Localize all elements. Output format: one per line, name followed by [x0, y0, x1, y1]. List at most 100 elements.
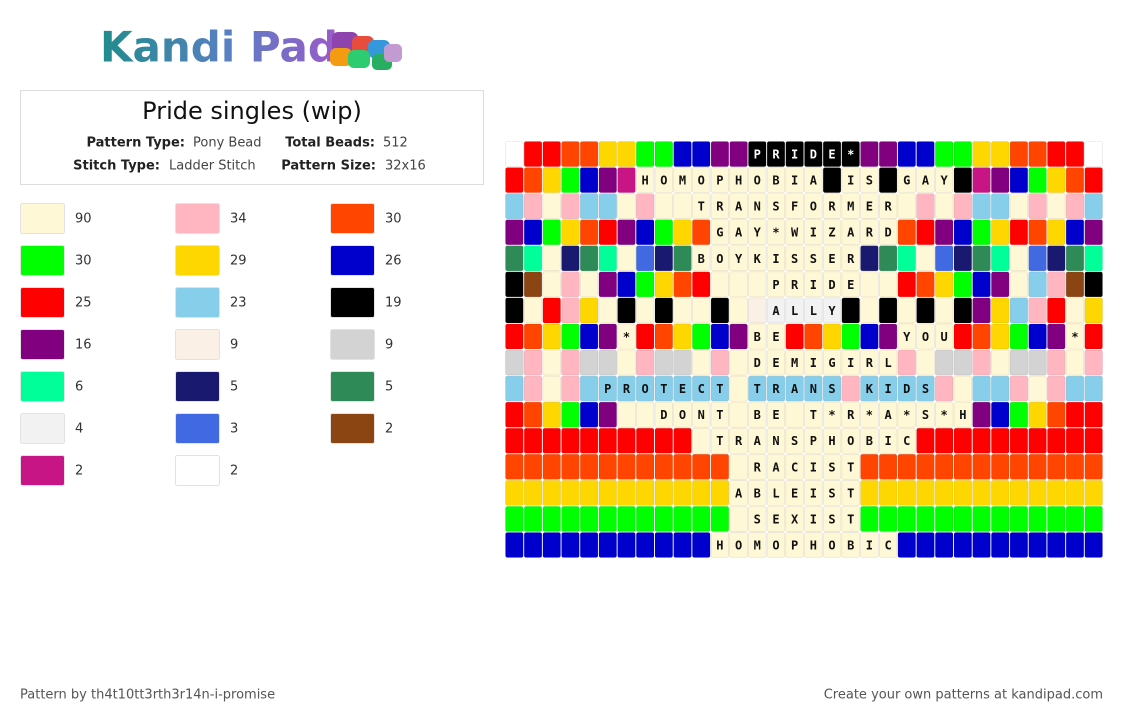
- bead: [972, 167, 991, 193]
- bead: [841, 245, 860, 272]
- bead: [841, 297, 860, 324]
- bead-letter: R: [716, 200, 724, 214]
- bead-letter: X: [791, 512, 799, 526]
- color-swatch: [20, 245, 65, 276]
- bead-count: 26: [385, 254, 402, 269]
- bead: [1028, 245, 1047, 272]
- bead-letter: E: [847, 278, 854, 292]
- bead: [505, 375, 524, 402]
- bead-letter: E: [772, 408, 779, 422]
- bead: [654, 427, 673, 454]
- bead-count: 3: [230, 422, 238, 437]
- bead: [953, 323, 972, 350]
- bead: [710, 219, 730, 246]
- bead: [654, 453, 673, 480]
- bead-letter: E: [772, 330, 779, 344]
- bead: [523, 245, 543, 272]
- bead: [991, 506, 1010, 532]
- bead: [878, 271, 898, 298]
- bead: [579, 219, 599, 246]
- bead: [710, 323, 730, 350]
- bead: [542, 245, 561, 272]
- bead: [935, 167, 954, 193]
- bead: [785, 245, 804, 272]
- bead: [636, 141, 655, 167]
- bead: [1047, 349, 1066, 376]
- bead: [953, 141, 972, 167]
- bead: [916, 141, 935, 167]
- color-swatch: [330, 329, 375, 360]
- bead: [1028, 219, 1047, 246]
- bead: [991, 323, 1010, 350]
- footer-credit: Pattern by th4t10tt3rth3r14n-i-promise: [20, 688, 275, 703]
- bead-letter: E: [772, 356, 779, 370]
- bead: [878, 532, 898, 558]
- bead-letter: C: [698, 382, 705, 396]
- bead: [1047, 453, 1066, 480]
- bead: [1009, 245, 1029, 272]
- bead: [897, 323, 916, 350]
- bead: [1028, 323, 1047, 350]
- bead: [1065, 401, 1085, 428]
- bead-letter: E: [772, 512, 779, 526]
- bead: [729, 401, 748, 428]
- bead: [617, 375, 636, 402]
- bead: [579, 375, 599, 402]
- bead: [897, 453, 916, 480]
- bead: [617, 453, 636, 480]
- bead: [710, 506, 730, 532]
- bead-letter: *: [772, 226, 779, 240]
- bead: [636, 271, 655, 298]
- bead-letter: F: [791, 200, 798, 214]
- bead-letter: H: [735, 174, 742, 188]
- color-swatch: [175, 455, 220, 486]
- bead: [916, 297, 935, 324]
- bead: [598, 375, 617, 402]
- bead: [953, 401, 972, 428]
- bead: [860, 480, 879, 506]
- bead: [766, 453, 786, 480]
- bead-count: 16: [75, 338, 92, 353]
- bead-letter: I: [772, 252, 779, 266]
- bead: [598, 480, 617, 506]
- bead: [804, 401, 823, 428]
- bead: [972, 245, 991, 272]
- bead-letter: L: [810, 304, 817, 318]
- bead-letter: D: [903, 382, 910, 396]
- bead-letter: S: [922, 408, 929, 422]
- bead: [916, 480, 935, 506]
- bead: [897, 271, 916, 298]
- bead: [1028, 506, 1047, 532]
- bead: [1028, 532, 1047, 558]
- bead: [1028, 375, 1047, 402]
- color-swatch: [175, 371, 220, 402]
- bead: [916, 506, 935, 532]
- logo[interactable]: Kandi Pad: [100, 23, 338, 72]
- bead-letter: S: [922, 382, 929, 396]
- bead: [1047, 141, 1066, 167]
- bead: [636, 323, 655, 350]
- bead: [692, 193, 711, 219]
- color-swatch: [175, 245, 220, 276]
- bead-letter: I: [884, 434, 891, 448]
- bead: [953, 453, 972, 480]
- bead: [991, 167, 1010, 193]
- bead: [1065, 349, 1085, 376]
- bead: [916, 245, 935, 272]
- bead: [841, 349, 860, 376]
- bead-letter: G: [828, 356, 835, 370]
- bead: [692, 506, 711, 532]
- bead-letter: P: [716, 174, 723, 188]
- bead-letter: *: [903, 408, 910, 422]
- footer-link[interactable]: Create your own patterns at kandipad.com: [824, 688, 1103, 703]
- bead: [692, 532, 711, 558]
- bead-letter: S: [828, 382, 835, 396]
- bead-letter: O: [679, 408, 686, 422]
- bead: [673, 401, 692, 428]
- bead: [1028, 401, 1047, 428]
- bead: [878, 193, 898, 219]
- bead: [542, 427, 561, 454]
- bead: [654, 532, 673, 558]
- bead: [561, 245, 580, 272]
- bead-letter: I: [791, 148, 798, 162]
